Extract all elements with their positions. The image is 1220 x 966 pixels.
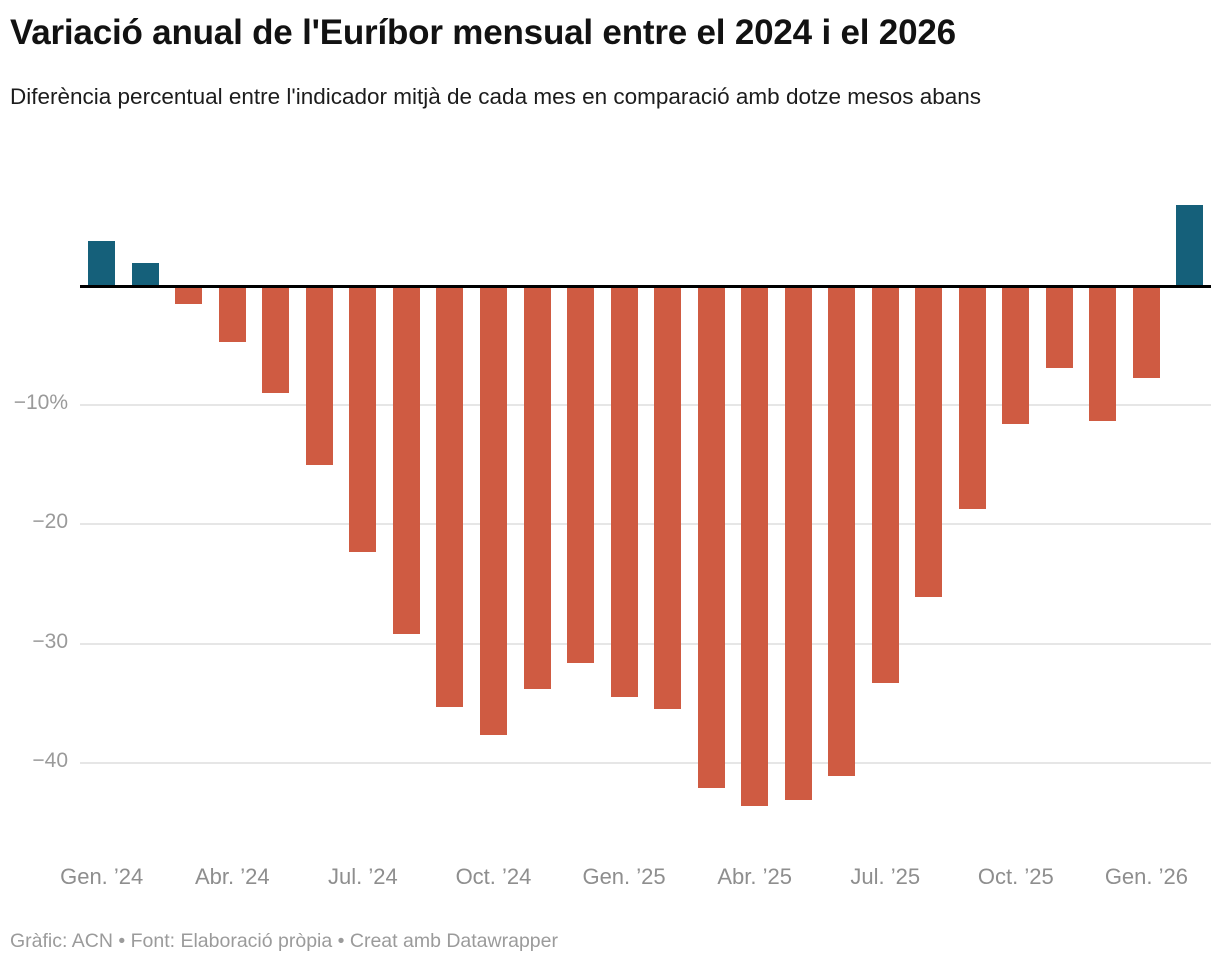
bar-negative: [610, 286, 638, 698]
y-gridline: [80, 404, 1211, 407]
chart-title: Variació anual de l'Euríbor mensual entr…: [10, 13, 956, 52]
y-axis-tick-label: −10%: [13, 391, 68, 415]
chart-subtitle: Diferència percentual entre l'indicador …: [10, 84, 982, 109]
bar-positive: [88, 240, 116, 286]
bar-negative: [828, 286, 856, 776]
zero-baseline: [80, 284, 1211, 288]
chart-footer-byline: Gràfic: ACN • Font: Elaboració pròpia • …: [10, 930, 558, 952]
x-axis-tick-label: Abr. ’25: [717, 864, 792, 889]
bar-negative: [436, 286, 464, 707]
bar-positive: [131, 263, 159, 286]
y-gridline: [80, 523, 1211, 526]
x-axis-tick-label: Gen. ’26: [1104, 864, 1188, 889]
y-axis-tick-label: −20: [32, 510, 68, 534]
x-axis-tick-label: Gen. ’24: [60, 864, 144, 889]
bar-negative: [567, 286, 595, 663]
x-axis-tick-label: Oct. ’24: [455, 864, 532, 889]
bar-negative: [479, 286, 507, 736]
bar-negative: [741, 286, 769, 806]
bar-negative: [697, 286, 725, 788]
y-axis-tick-label: −40: [32, 748, 68, 772]
bar-negative: [218, 286, 246, 343]
bar-negative: [1002, 286, 1030, 425]
bar-positive: [1176, 204, 1204, 286]
x-axis-tick-label: Jul. ’24: [328, 864, 398, 889]
y-gridline: [80, 642, 1211, 645]
bar-negative: [915, 286, 943, 598]
y-gridline: [80, 761, 1211, 764]
bar-negative: [654, 286, 682, 710]
bar-negative: [523, 286, 551, 689]
x-axis-tick-label: Oct. ’25: [977, 864, 1054, 889]
bar-negative: [871, 286, 899, 683]
bar-negative: [305, 286, 333, 465]
bar-chart-plot-area: −10% −20 −30 −40 Gen. ’24 Abr. ’24 Jul. ’24 Oct…: [13, 204, 1211, 889]
bar-negative: [1045, 286, 1073, 369]
bar-negative: [1089, 286, 1117, 421]
bar-negative: [392, 286, 420, 635]
y-axis-tick-label: −30: [32, 629, 68, 653]
bar-negative: [784, 286, 812, 800]
bar-negative: [349, 286, 377, 552]
bar-negative: [262, 286, 290, 394]
bar-negative: [1132, 286, 1160, 378]
x-axis-tick-label: Abr. ’24: [194, 864, 270, 889]
x-axis-tick-label: Jul. ’25: [850, 864, 921, 889]
x-axis-tick-label: Gen. ’25: [582, 864, 666, 889]
bar-negative: [958, 286, 986, 509]
bar-negative: [175, 286, 203, 304]
